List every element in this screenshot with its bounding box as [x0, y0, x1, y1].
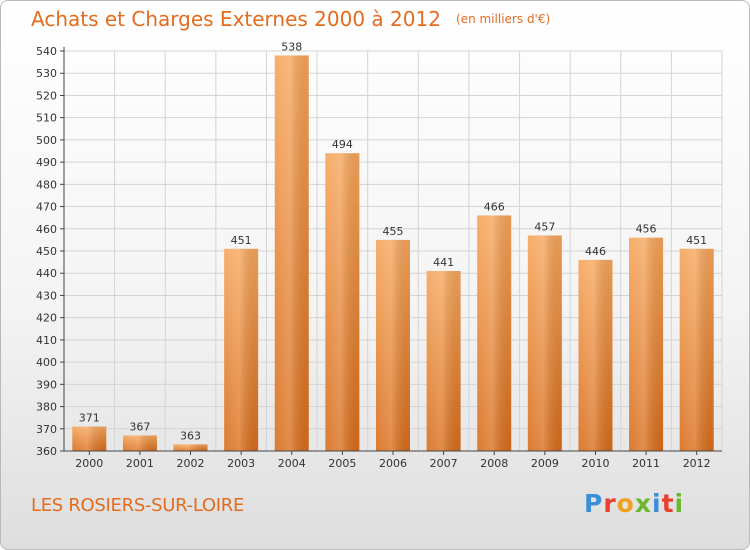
x-tick-label: 2010 [581, 457, 609, 470]
bar-highlight [376, 239, 410, 451]
x-tick-label: 2003 [227, 457, 255, 470]
y-tick-label: 480 [36, 178, 57, 191]
data-label: 455 [383, 225, 404, 238]
y-tick-label: 400 [36, 356, 57, 369]
y-tick-label: 490 [36, 156, 57, 169]
x-tick-label: 2012 [683, 457, 711, 470]
bar-highlight [224, 248, 259, 451]
logo-letter: o [616, 489, 635, 518]
bar-highlight [477, 215, 512, 451]
logo-letter: x [634, 489, 652, 518]
y-tick-label: 510 [36, 112, 57, 125]
y-tick-label: 410 [36, 334, 57, 347]
data-label: 456 [636, 223, 657, 236]
x-tick-label: 2000 [75, 457, 103, 470]
x-tick-label: 2005 [328, 457, 356, 470]
x-tick-label: 2007 [430, 457, 458, 470]
chart-title: Achats et Charges Externes 2000 à 2012 (… [31, 7, 550, 31]
y-tick-label: 360 [36, 445, 57, 458]
y-tick-label: 380 [36, 401, 57, 414]
y-tick-label: 370 [36, 423, 57, 436]
bar-highlight [325, 153, 360, 451]
proxiti-logo: Proxiti [584, 489, 684, 518]
data-label: 441 [433, 256, 454, 269]
y-tick-label: 450 [36, 245, 57, 258]
x-tick-label: 2006 [379, 457, 407, 470]
chart-title-text: Achats et Charges Externes 2000 à 2012 [31, 7, 441, 31]
chart-unit: (en milliers d'€) [456, 12, 551, 26]
bar-highlight [426, 271, 461, 451]
x-tick-label: 2002 [177, 457, 205, 470]
x-tick-label: 2008 [480, 457, 508, 470]
y-tick-label: 430 [36, 289, 57, 302]
bar-highlight [629, 237, 664, 451]
x-tick-label: 2001 [126, 457, 154, 470]
logo-letter: t [661, 489, 675, 518]
data-label: 446 [585, 245, 606, 258]
bars: 371 367 363 451 538 494 455 441 466 457 446 456 451 [72, 40, 714, 451]
y-tick-label: 540 [36, 45, 57, 58]
x-tick-label: 2009 [531, 457, 559, 470]
bar-highlight [679, 248, 714, 451]
y-tick-label: 420 [36, 312, 57, 325]
y-tick-label: 530 [36, 67, 57, 80]
logo-letter: i [652, 489, 662, 518]
bar-highlight [122, 435, 157, 451]
x-tick-label: 2004 [278, 457, 306, 470]
logo-letter: i [674, 489, 685, 518]
bar-highlight [578, 259, 613, 451]
data-label: 451 [231, 234, 252, 247]
data-label: 457 [534, 220, 555, 233]
logo-letter: P [584, 489, 604, 518]
y-tick-label: 460 [36, 223, 57, 236]
y-tick-label: 440 [36, 267, 57, 280]
data-label: 363 [180, 429, 201, 442]
y-tick-label: 390 [36, 378, 57, 391]
data-label: 466 [484, 200, 505, 213]
bar-highlight [274, 55, 309, 451]
data-label: 494 [332, 138, 353, 151]
data-label: 367 [129, 420, 150, 433]
data-label: 538 [281, 40, 302, 53]
y-tick-label: 520 [36, 89, 57, 102]
data-label: 451 [686, 234, 707, 247]
location-name: LES ROSIERS-SUR-LOIRE [31, 495, 245, 516]
x-tick-label: 2011 [632, 457, 660, 470]
bar-highlight [72, 426, 107, 451]
y-tick-label: 500 [36, 134, 57, 147]
bar-highlight [527, 235, 562, 451]
bar-highlight [173, 444, 208, 451]
y-tick-label: 470 [36, 201, 57, 214]
axes: 360 370 380 390 400 410 420 430 440 450 460 470 480 4… [36, 45, 722, 470]
data-label: 371 [79, 412, 100, 425]
logo-letter: r [603, 489, 617, 518]
